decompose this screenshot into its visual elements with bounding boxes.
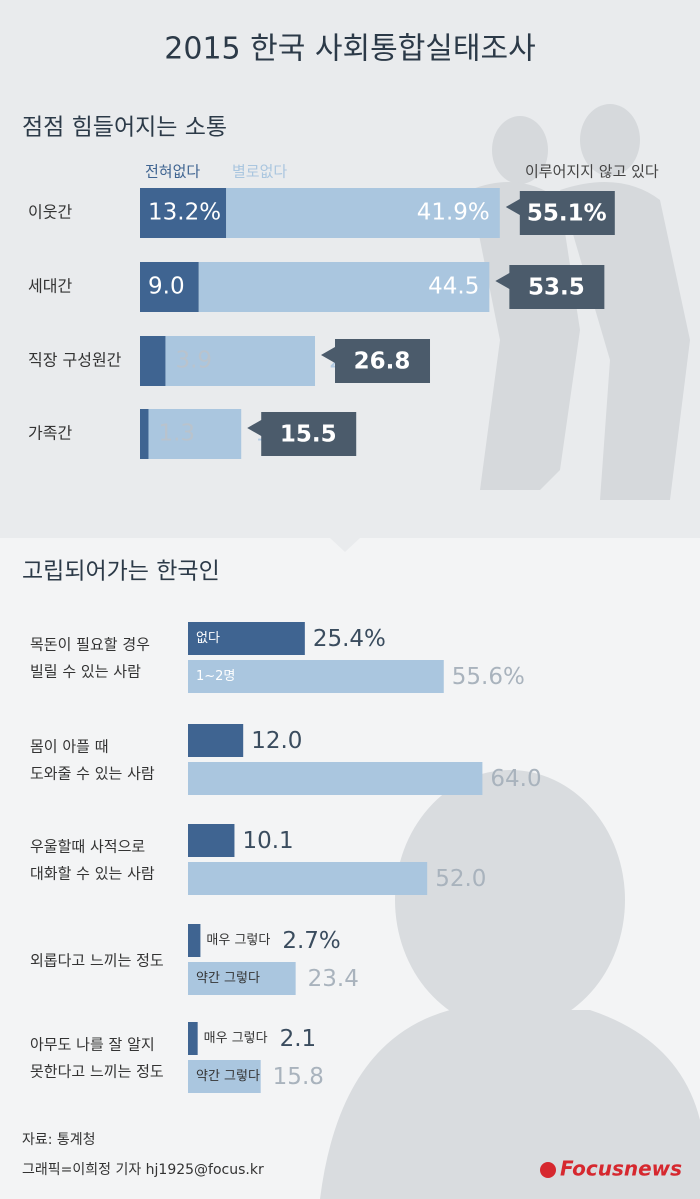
category-label: 목돈이 필요할 경우 [30,636,150,654]
value-label: 55.6% [452,664,525,690]
bar [148,409,242,459]
total-box [247,412,357,456]
bar [188,1022,198,1055]
source: 자료: 통계청 [22,1132,96,1148]
series-label: 약간 그렇다 [196,1069,260,1084]
logo-mark [540,1162,556,1178]
legend-label: 별로없다 [232,163,287,181]
bar [140,188,227,238]
section-title: 점점 힘들어지는 소통 [22,115,227,141]
bar [188,924,201,957]
value-label: 2.1 [280,1026,317,1052]
value-label: 23.4 [308,966,359,992]
series-label: 없다 [196,631,220,646]
category-label: 가족간 [28,424,72,443]
value-label: 12.0 [251,728,302,754]
bar [188,622,305,655]
value-label: 2.7% [282,928,340,954]
page-title: 2015 한국 사회통합실태조사 [164,32,535,67]
category-label: 이웃간 [28,203,72,222]
photo-figure [320,770,700,1199]
category-label: 못한다고 느끼는 정도 [30,1063,164,1081]
bar [188,824,235,857]
bar [188,862,428,895]
value-label: 1.3 [158,421,195,447]
total-label: 53.5 [528,275,585,301]
series-label: 매우 그렇다 [206,933,270,948]
section-title: 고립되어가는 한국인 [22,559,220,585]
value-label: 25.4% [313,626,386,652]
category-label: 세대간 [28,277,72,296]
value-label: 41.9% [417,200,490,226]
value-label: 64.0 [490,766,541,792]
total-box [505,191,615,235]
value-label: 44.5 [428,274,479,300]
credit: 그래픽=이희정 기자 hj1925@focus.kr [22,1162,264,1178]
value-label: 10.1 [242,828,293,854]
logo: Focusnews [560,1157,682,1181]
total-box [495,265,605,309]
legend-label: 이루어지지 않고 있다 [525,163,659,181]
value-label: 3.9 [175,348,212,374]
total-box [321,339,431,383]
total-label: 26.8 [354,349,411,375]
category-label: 우울할때 사적으로 [30,838,145,856]
bar [188,660,444,693]
category-label: 아무도 나를 잘 알지 [30,1036,155,1054]
bar [140,336,166,386]
bar [140,409,149,459]
category-label: 도와줄 수 있는 사람 [30,765,155,783]
value-label: 13.2% [148,200,221,226]
total-label: 15.5 [280,422,337,448]
bar [140,262,199,312]
bar [188,1060,261,1093]
bar [188,724,244,757]
value-label: 15.8 [273,1064,324,1090]
category-label: 직장 구성원간 [28,351,122,370]
value-label: 52.0 [435,866,486,892]
category-label: 몸이 아플 때 [30,738,109,756]
bar [226,188,500,238]
series-label: 약간 그렇다 [196,971,260,986]
bar [188,962,296,995]
bar [198,262,490,312]
bar [165,336,316,386]
value-label: 9.0 [148,274,185,300]
total-label: 55.1% [527,201,607,227]
legend-label: 전혀없다 [145,163,200,181]
silhouettes [470,104,690,500]
series-label: 1~2명 [196,669,235,684]
category-label: 외롭다고 느끼는 정도 [30,952,164,970]
category-label: 대화할 수 있는 사람 [30,865,155,883]
category-label: 빌릴 수 있는 사람 [30,663,141,681]
bar [188,762,483,795]
series-label: 매우 그렇다 [204,1031,268,1046]
